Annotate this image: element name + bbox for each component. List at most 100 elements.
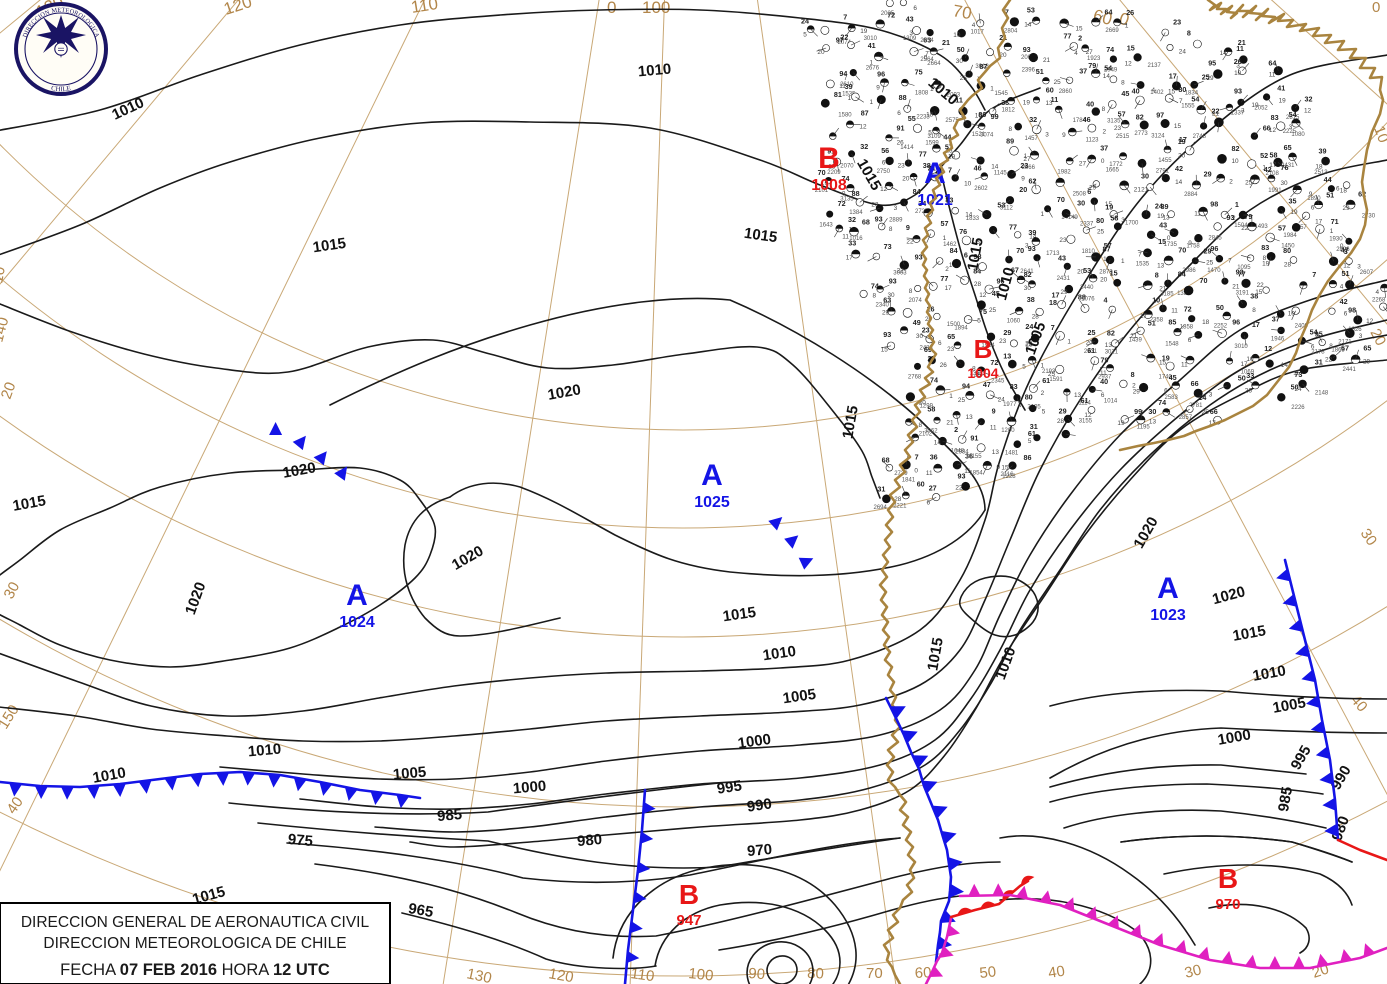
svg-text:995: 995 xyxy=(716,777,743,797)
svg-text:14: 14 xyxy=(1220,50,1228,57)
svg-text:5: 5 xyxy=(1028,438,1032,445)
svg-text:1010: 1010 xyxy=(993,266,1018,303)
svg-text:33: 33 xyxy=(1246,371,1254,380)
svg-text:B: B xyxy=(1218,863,1238,894)
svg-text:27: 27 xyxy=(929,484,937,493)
svg-text:1984: 1984 xyxy=(1283,233,1297,239)
svg-text:80: 80 xyxy=(1025,393,1033,402)
svg-text:29: 29 xyxy=(1133,389,1141,396)
svg-text:19: 19 xyxy=(1279,97,1287,104)
svg-text:23: 23 xyxy=(947,346,955,353)
svg-text:4: 4 xyxy=(1340,283,1344,290)
svg-text:1402: 1402 xyxy=(1150,90,1164,96)
svg-text:15: 15 xyxy=(1255,289,1263,296)
svg-text:12: 12 xyxy=(1264,344,1272,353)
svg-text:6: 6 xyxy=(1311,204,1315,211)
svg-text:21: 21 xyxy=(942,38,950,47)
svg-text:19: 19 xyxy=(1023,100,1031,107)
svg-text:43: 43 xyxy=(1058,253,1066,262)
svg-text:8: 8 xyxy=(1263,255,1267,262)
svg-text:1: 1 xyxy=(1121,258,1125,265)
svg-text:2431: 2431 xyxy=(1281,163,1295,169)
svg-text:14: 14 xyxy=(991,163,999,170)
svg-text:32: 32 xyxy=(1305,95,1313,104)
svg-text:2607: 2607 xyxy=(1360,270,1374,276)
svg-text:79: 79 xyxy=(1244,212,1252,221)
svg-text:13: 13 xyxy=(966,414,974,421)
svg-text:1010: 1010 xyxy=(992,645,1019,682)
svg-text:25: 25 xyxy=(989,307,997,314)
svg-text:60: 60 xyxy=(1046,86,1054,95)
svg-text:2845: 2845 xyxy=(1208,236,1222,242)
svg-text:2: 2 xyxy=(945,266,949,273)
svg-text:150: 150 xyxy=(0,702,23,732)
svg-text:79: 79 xyxy=(1101,356,1109,365)
svg-text:1145: 1145 xyxy=(994,170,1008,176)
svg-text:9: 9 xyxy=(1062,132,1066,139)
svg-text:9: 9 xyxy=(992,407,996,416)
svg-text:1004: 1004 xyxy=(967,365,998,381)
svg-text:83: 83 xyxy=(1261,243,1269,252)
svg-text:21: 21 xyxy=(1232,283,1240,290)
svg-text:88: 88 xyxy=(852,189,860,198)
svg-text:1977: 1977 xyxy=(1003,402,1017,408)
svg-text:19: 19 xyxy=(1105,202,1113,211)
svg-text:1: 1 xyxy=(949,393,953,400)
svg-text:41: 41 xyxy=(1277,83,1285,92)
svg-text:8: 8 xyxy=(1155,270,1159,279)
svg-text:1455: 1455 xyxy=(1158,158,1172,164)
svg-text:23: 23 xyxy=(1059,237,1067,244)
svg-text:6: 6 xyxy=(927,499,931,506)
svg-text:19: 19 xyxy=(860,28,868,35)
svg-text:82: 82 xyxy=(1107,328,1115,337)
svg-text:2602: 2602 xyxy=(974,186,988,192)
svg-text:9: 9 xyxy=(876,85,880,92)
svg-text:30: 30 xyxy=(1141,171,1149,180)
svg-text:2431: 2431 xyxy=(1057,276,1071,282)
svg-text:17: 17 xyxy=(945,285,953,292)
svg-text:1700: 1700 xyxy=(1125,221,1139,227)
svg-text:29: 29 xyxy=(1204,170,1212,179)
svg-text:1: 1 xyxy=(870,99,874,106)
svg-text:40: 40 xyxy=(1047,963,1066,982)
svg-text:40: 40 xyxy=(1132,87,1140,96)
svg-text:1155: 1155 xyxy=(969,454,983,460)
svg-text:1: 1 xyxy=(1125,23,1129,30)
svg-text:1015: 1015 xyxy=(743,225,778,246)
svg-text:31: 31 xyxy=(1030,422,1038,431)
svg-text:970: 970 xyxy=(746,841,772,860)
svg-text:B: B xyxy=(679,879,699,910)
svg-text:51: 51 xyxy=(1326,191,1334,200)
svg-text:985: 985 xyxy=(436,806,462,825)
svg-text:2583: 2583 xyxy=(1165,395,1179,401)
svg-text:2: 2 xyxy=(1078,34,1082,43)
svg-text:58: 58 xyxy=(1110,214,1118,223)
svg-text:1521: 1521 xyxy=(972,132,986,138)
svg-text:B: B xyxy=(974,334,993,364)
svg-text:3109: 3109 xyxy=(928,134,942,140)
svg-text:93: 93 xyxy=(1234,87,1242,96)
svg-text:2337: 2337 xyxy=(1080,221,1094,227)
svg-text:1020: 1020 xyxy=(182,580,209,617)
svg-text:20: 20 xyxy=(0,380,19,401)
svg-text:50: 50 xyxy=(1216,303,1224,312)
svg-text:29: 29 xyxy=(1363,358,1371,365)
svg-text:1000: 1000 xyxy=(512,778,547,798)
svg-text:FECHA 07 FEB 2016 HORA 12 UTC: FECHA 07 FEB 2016 HORA 12 UTC xyxy=(60,961,330,979)
svg-text:18: 18 xyxy=(926,111,934,118)
svg-text:80: 80 xyxy=(978,110,986,119)
svg-text:1010: 1010 xyxy=(762,643,797,664)
svg-text:95: 95 xyxy=(1208,59,1216,68)
svg-text:49: 49 xyxy=(913,318,921,327)
svg-text:1854: 1854 xyxy=(969,471,983,477)
svg-text:1060: 1060 xyxy=(1007,318,1021,324)
svg-text:40: 40 xyxy=(1347,692,1371,716)
svg-text:DIRECCION GENERAL DE AERONAUTI: DIRECCION GENERAL DE AERONAUTICA CIVIL xyxy=(21,914,370,931)
svg-text:2441: 2441 xyxy=(1343,367,1357,373)
svg-text:40: 40 xyxy=(3,794,26,817)
svg-text:30: 30 xyxy=(1,579,24,602)
svg-text:46: 46 xyxy=(1083,115,1091,124)
svg-text:20: 20 xyxy=(817,49,825,56)
svg-text:57: 57 xyxy=(1278,224,1286,233)
svg-text:26: 26 xyxy=(1245,388,1253,395)
